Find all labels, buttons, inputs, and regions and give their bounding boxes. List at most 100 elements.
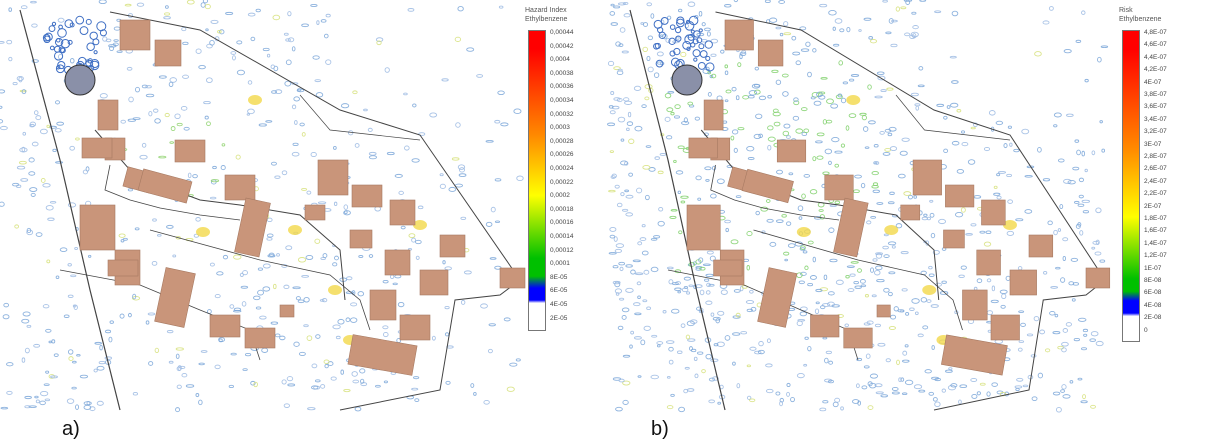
- dispersion-speck: [340, 103, 350, 109]
- dispersion-speck: [669, 24, 676, 30]
- dispersion-speck: [791, 35, 797, 41]
- dispersion-speck: [1071, 298, 1076, 302]
- dispersion-speck: [615, 243, 625, 248]
- dispersion-speck: [883, 287, 890, 293]
- dispersion-speck: [610, 22, 618, 26]
- dispersion-speck: [654, 156, 660, 160]
- dispersion-speck: [875, 265, 883, 271]
- dispersion-speck: [686, 291, 691, 295]
- legend-tick-label: 0,00016: [550, 219, 574, 227]
- dispersion-speck: [1047, 220, 1053, 226]
- dispersion-speck: [965, 233, 973, 236]
- dispersion-speck: [404, 145, 410, 151]
- legend-tick-label: 0,00034: [550, 97, 574, 104]
- legend-tick-label: 0,0003: [550, 124, 570, 132]
- dispersion-speck: [609, 226, 617, 232]
- dispersion-speck: [500, 122, 509, 127]
- dispersion-speck: [897, 309, 905, 313]
- dispersion-speck: [136, 2, 145, 7]
- dispersion-speck: [735, 95, 740, 101]
- dispersion-speck: [214, 294, 221, 299]
- road-line: [753, 229, 963, 331]
- dispersion-speck: [268, 252, 275, 257]
- dispersion-speck: [822, 336, 828, 340]
- dispersion-speck: [265, 120, 273, 123]
- dispersion-speck: [888, 326, 896, 331]
- dispersion-speck: [613, 236, 618, 242]
- dispersion-speck: [26, 227, 32, 234]
- dispersion-speck: [352, 379, 360, 384]
- dispersion-speck: [783, 32, 792, 36]
- dispersion-speck: [625, 194, 634, 199]
- dispersion-speck: [612, 265, 619, 269]
- dispersion-speck: [35, 232, 43, 237]
- dispersion-speck: [509, 362, 518, 367]
- dispersion-speck: [993, 185, 998, 189]
- dispersion-speck: [687, 388, 695, 392]
- dispersion-speck: [1075, 39, 1082, 43]
- dispersion-speck: [642, 299, 648, 303]
- dispersion-speck: [311, 363, 318, 369]
- hotspot-area: [1003, 220, 1017, 230]
- dispersion-speck: [382, 325, 389, 330]
- dispersion-speck: [928, 391, 935, 396]
- dispersion-speck: [145, 93, 155, 98]
- dispersion-speck: [323, 33, 329, 39]
- dispersion-speck: [666, 405, 674, 410]
- dispersion-speck: [198, 65, 206, 70]
- building: [900, 204, 921, 221]
- dispersion-speck: [1026, 333, 1034, 337]
- dispersion-speck: [20, 5, 28, 10]
- dispersion-speck: [93, 368, 98, 373]
- dispersion-speck: [616, 97, 623, 103]
- dispersion-speck: [903, 191, 912, 196]
- dispersion-speck: [730, 239, 739, 245]
- dispersion-speck: [819, 407, 827, 412]
- dispersion-speck: [857, 400, 861, 406]
- dispersion-speck: [301, 187, 308, 191]
- dispersion-speck: [730, 135, 735, 141]
- dispersion-speck: [35, 399, 40, 404]
- dispersion-speck: [670, 57, 680, 67]
- dispersion-speck: [905, 0, 911, 5]
- dispersion-speck: [487, 348, 493, 354]
- dispersion-speck: [236, 40, 243, 45]
- dispersion-speck: [905, 312, 910, 316]
- dispersion-speck: [94, 341, 103, 345]
- dispersion-speck: [904, 379, 914, 386]
- dispersion-speck: [812, 156, 817, 162]
- dispersion-speck: [628, 138, 635, 144]
- dispersion-speck: [826, 98, 834, 104]
- dispersion-speck: [783, 123, 791, 129]
- dispersion-speck: [158, 75, 167, 79]
- legend-tick-label: 3,2E-07: [1144, 128, 1167, 136]
- dispersion-speck: [113, 39, 119, 42]
- dispersion-speck: [1077, 317, 1087, 322]
- dispersion-speck: [973, 195, 982, 199]
- dispersion-speck: [411, 387, 419, 391]
- dispersion-speck: [863, 322, 871, 326]
- dispersion-speck: [832, 401, 839, 408]
- dispersion-speck: [961, 141, 969, 147]
- dispersion-speck: [210, 179, 220, 183]
- dispersion-speck: [856, 383, 860, 389]
- dispersion-speck: [918, 66, 924, 71]
- dispersion-speck: [612, 280, 621, 285]
- dispersion-speck: [800, 245, 806, 250]
- dispersion-speck: [735, 195, 742, 199]
- dispersion-speck: [1069, 380, 1074, 384]
- dispersion-speck: [645, 145, 652, 148]
- dispersion-speck: [667, 90, 675, 94]
- dispersion-speck: [872, 258, 878, 262]
- dispersion-speck: [668, 346, 674, 352]
- dispersion-speck: [996, 195, 1002, 200]
- dispersion-speck: [0, 41, 5, 44]
- dispersion-speck: [48, 340, 52, 344]
- dispersion-speck: [621, 307, 630, 313]
- dispersion-speck: [431, 335, 436, 341]
- dispersion-speck: [620, 192, 625, 197]
- dispersion-speck: [295, 296, 301, 301]
- dispersion-speck: [325, 13, 331, 18]
- dispersion-speck: [720, 49, 725, 54]
- dispersion-speck: [1076, 149, 1081, 156]
